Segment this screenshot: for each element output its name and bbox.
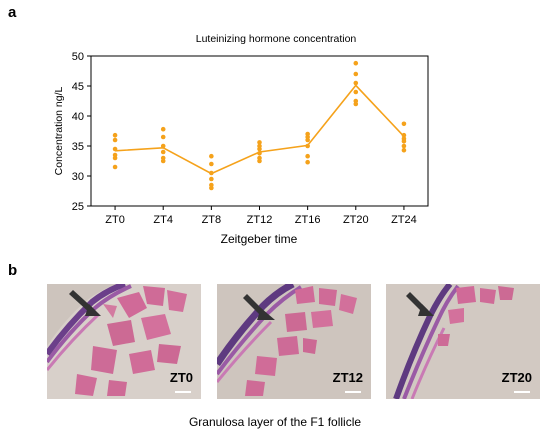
data-point xyxy=(112,137,118,143)
x-tick-label: ZT20 xyxy=(343,214,369,226)
scale-bar xyxy=(345,391,361,393)
data-point xyxy=(160,134,166,140)
data-point xyxy=(401,136,407,142)
data-point xyxy=(112,146,118,152)
data-point xyxy=(209,176,214,182)
x-tick-label: ZT24 xyxy=(391,214,417,226)
panel-a-label: a xyxy=(8,4,17,21)
figure-b-caption: Granulosa layer of the F1 follicle xyxy=(188,415,362,429)
data-point xyxy=(401,121,407,127)
lh-concentration-chart: Luteinizing hormone concentration 25 30 35… xyxy=(53,33,429,246)
y-tick-label: 40 xyxy=(72,111,84,123)
scale-bar xyxy=(175,391,191,393)
data-point xyxy=(209,170,214,176)
y-axis: 25 30 35 40 45 50 xyxy=(72,51,91,213)
data-point xyxy=(353,80,359,86)
data-point xyxy=(209,153,214,159)
micrograph-zt0: ZT0 xyxy=(47,284,201,399)
y-axis-label: Concentration ng/L xyxy=(53,86,65,175)
data-point xyxy=(401,143,407,149)
micrograph-zt12: ZT12 xyxy=(217,284,371,399)
data-point xyxy=(209,161,214,167)
data-point xyxy=(209,182,214,188)
x-tick-label: ZT4 xyxy=(153,214,173,226)
chart-title: Luteinizing hormone concentration xyxy=(196,33,357,45)
plot-frame xyxy=(90,55,429,207)
data-point xyxy=(112,152,118,158)
x-tick-label: ZT8 xyxy=(202,214,222,226)
data-points xyxy=(112,60,407,191)
data-point xyxy=(353,71,359,77)
y-tick-label: 30 xyxy=(72,171,84,183)
data-point xyxy=(112,132,118,138)
data-point xyxy=(305,131,310,137)
micrograph-label: ZT0 xyxy=(169,370,193,385)
data-point xyxy=(305,143,310,149)
x-tick-label: ZT16 xyxy=(295,214,321,226)
data-point xyxy=(353,89,359,95)
panel-b-label: b xyxy=(8,262,18,279)
micrograph-label: ZT20 xyxy=(501,370,532,385)
data-point xyxy=(112,164,118,170)
data-point xyxy=(257,143,262,149)
micrograph-zt20: ZT20 xyxy=(386,284,540,399)
data-point xyxy=(160,126,166,132)
data-point xyxy=(353,98,359,104)
x-axis-label: Zeitgeber time xyxy=(221,232,298,246)
x-tick-label: ZT0 xyxy=(105,214,125,226)
data-point xyxy=(257,140,262,145)
data-point xyxy=(257,150,262,156)
scale-bar xyxy=(514,391,530,393)
data-point xyxy=(257,155,262,161)
data-point xyxy=(305,153,310,159)
y-tick-label: 25 xyxy=(72,201,84,213)
data-point xyxy=(305,159,310,165)
y-tick-label: 50 xyxy=(72,51,84,63)
data-point xyxy=(160,155,166,161)
micrograph-label: ZT12 xyxy=(332,370,363,385)
data-point xyxy=(401,147,407,153)
y-tick-label: 35 xyxy=(72,141,84,153)
x-tick-label: ZT12 xyxy=(247,214,273,226)
data-point xyxy=(160,149,166,155)
data-point xyxy=(353,60,359,66)
x-axis: ZT0 ZT4 ZT8 ZT12 ZT16 ZT20 ZT24 xyxy=(105,206,417,226)
data-point xyxy=(160,143,166,149)
y-tick-label: 45 xyxy=(72,81,84,93)
data-point xyxy=(401,132,407,138)
